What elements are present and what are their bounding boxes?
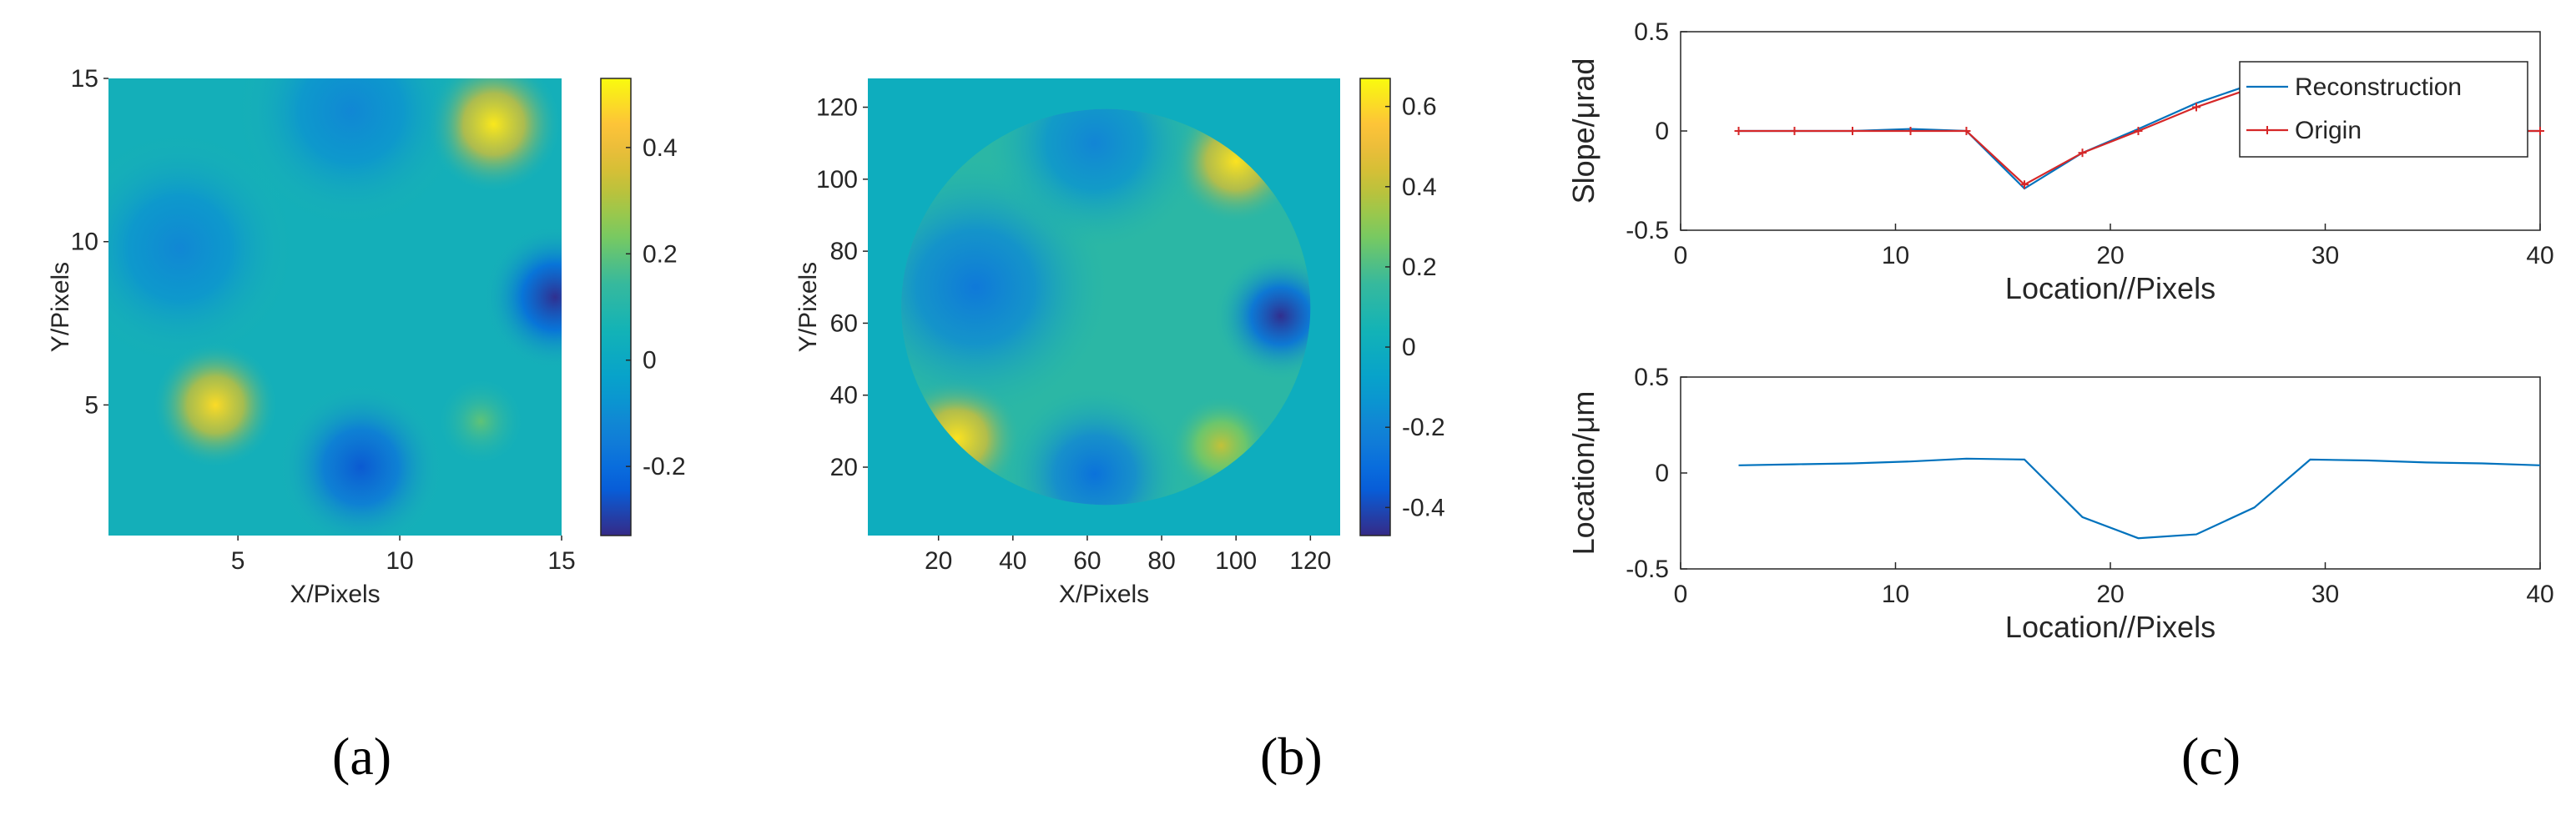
colorbar-tick-label: 0.4 [643, 134, 678, 162]
x-tick-label: 5 [231, 547, 245, 575]
heatmap-b: 20 40 60 80 100 120 20 40 60 80 100 120 X/Pixels Y/Pi… [794, 78, 1445, 608]
y-axis-label: Slope/μrad [1566, 58, 1601, 204]
colorbar-tick-label: 0 [1402, 334, 1416, 361]
y-tick-label: 40 [830, 382, 858, 410]
x-axis-label: Location//Pixels [2005, 271, 2216, 305]
colorbar-tick-label: 0.2 [1402, 254, 1437, 281]
x-axis-label: X/Pixels [1059, 581, 1149, 608]
colorbar-tick-label: -0.4 [1402, 494, 1445, 521]
colorbar-tick-label: -0.2 [643, 453, 686, 480]
heatmap-feature [1005, 388, 1184, 506]
y-axis-label: Y/Pixels [47, 262, 74, 352]
y-tick-label: 10 [71, 229, 98, 256]
colorbar-tick-label: 0.6 [1402, 93, 1437, 121]
heatmap-feature [439, 379, 522, 464]
x-tick-label: 80 [1147, 547, 1175, 575]
colorbar-tick-label: 0 [643, 347, 657, 375]
y-tick-label: 20 [830, 454, 858, 481]
x-tick-label: 30 [2311, 242, 2339, 269]
x-tick-label: 20 [2096, 581, 2124, 608]
x-tick-label: 120 [1289, 547, 1331, 575]
linechart-c-top: 0 10 20 30 40-0.500.5Location//PixelsSlope/μ… [1566, 18, 2554, 305]
y-tick-label: 15 [71, 65, 98, 93]
colorbar-tick-label: 0.2 [643, 240, 678, 268]
colorbar-tick-label: 0.4 [1402, 174, 1437, 201]
heatmap-feature [278, 383, 444, 536]
legend-entry: Reconstruction [2295, 73, 2462, 101]
x-tick-label: 40 [2526, 242, 2553, 269]
x-tick-label: 20 [925, 547, 952, 575]
x-axis-label: Location//Pixels [2005, 610, 2216, 644]
colorbar [1359, 78, 1391, 536]
y-tick-label: 5 [84, 391, 98, 419]
x-tick-label: 100 [1215, 547, 1257, 575]
series-line-0 [1738, 457, 2541, 540]
y-tick-label: 60 [830, 309, 858, 337]
colorbar [600, 78, 632, 536]
legend: Reconstruction Origin [2239, 61, 2528, 158]
heatmap-feature [153, 342, 278, 468]
x-tick-label: 60 [1073, 547, 1101, 575]
colorbar-tick-label: -0.2 [1402, 414, 1445, 441]
panel-label-b: (b) [1260, 727, 1323, 786]
y-tick-label: -0.5 [1626, 556, 1669, 583]
y-tick-label: -0.5 [1626, 217, 1669, 244]
y-tick-label: 80 [830, 238, 858, 265]
heatmap-feature [482, 224, 562, 370]
x-tick-label: 30 [2311, 581, 2339, 608]
y-tick-label: 0 [1655, 460, 1669, 487]
y-tick-label: 0 [1655, 118, 1669, 145]
x-tick-label: 0 [1674, 242, 1688, 269]
y-tick-label: 120 [816, 94, 858, 122]
legend-box [2239, 61, 2528, 158]
x-tick-label: 40 [2526, 581, 2553, 608]
x-tick-label: 20 [2096, 242, 2124, 269]
x-tick-label: 10 [1882, 242, 1909, 269]
y-tick-label: 100 [816, 166, 858, 194]
heatmap-feature [237, 78, 466, 226]
y-tick-label: 0.5 [1634, 364, 1669, 391]
x-tick-label: 10 [386, 547, 413, 575]
x-tick-label: 40 [999, 547, 1026, 575]
panel-label-c: (c) [2181, 727, 2241, 786]
plot-area [1680, 376, 2541, 570]
x-tick-label: 0 [1674, 581, 1688, 608]
x-tick-label: 15 [547, 547, 575, 575]
x-axis-label: X/Pixels [290, 581, 380, 608]
heatmap-field [108, 78, 562, 536]
heatmap-feature [1215, 252, 1311, 380]
panel-label-a: (a) [332, 727, 392, 786]
heatmap-feature [108, 133, 294, 364]
y-tick-label: 0.5 [1634, 18, 1669, 46]
legend-entry: Origin [2295, 117, 2362, 144]
heatmap-a: 5 10 15 5 10 15 X/Pixels Y/Pixels -0.2 0 0.2 0.4 [47, 65, 686, 608]
x-tick-label: 10 [1882, 581, 1909, 608]
y-axis-label: Location/μm [1566, 391, 1601, 556]
y-axis-label: Y/Pixels [794, 262, 822, 352]
heatmap-feature [987, 108, 1202, 247]
linechart-c-bottom: 0 10 20 30 40-0.500.5Location//PixelsLocatio… [1566, 364, 2554, 644]
